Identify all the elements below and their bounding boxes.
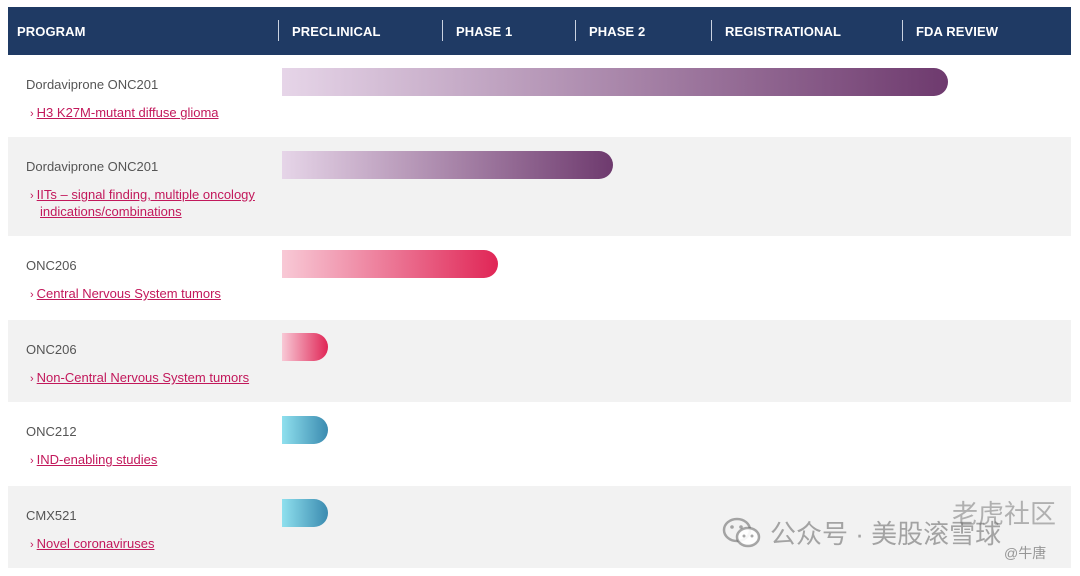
wechat-icon xyxy=(722,517,761,547)
pipeline-header: PROGRAM PRECLINICAL PHASE 1 PHASE 2 REGI… xyxy=(8,7,1071,55)
pipeline-row: ONC212 › IND-enabling studies xyxy=(8,402,1071,486)
watermark-secondary: 老虎社区 xyxy=(952,499,1057,529)
indication-link[interactable]: › IND-enabling studies xyxy=(30,452,158,467)
watermark-handle: @牛唐 xyxy=(1004,545,1047,561)
indication-link[interactable]: › Non-Central Nervous System tumors xyxy=(30,370,250,385)
pipeline-row: Dordaviprone ONC201 › H3 K27M-mutant diff… xyxy=(8,55,1071,137)
header-phase2: PHASE 2 xyxy=(589,23,646,39)
program-name: ONC212 xyxy=(26,424,77,439)
pipeline-row: Dordaviprone ONC201 › IITs – signal findi… xyxy=(8,137,1071,236)
chevron-right-icon: › xyxy=(30,539,34,551)
progress-bar xyxy=(282,250,498,278)
header-divider xyxy=(902,20,903,41)
pipeline-row: ONC206 › Non-Central Nervous System tumor… xyxy=(8,320,1071,402)
watermark: 公众号 · 美股滚雪球 xyxy=(722,514,1001,551)
header-fda-review: FDA REVIEW xyxy=(916,23,999,39)
chevron-right-icon: › xyxy=(30,190,34,202)
header-phase1: PHASE 1 xyxy=(456,23,513,39)
chevron-right-icon: › xyxy=(30,455,34,467)
chevron-right-icon: › xyxy=(30,373,34,385)
header-preclinical: PRECLINICAL xyxy=(292,23,381,39)
header-divider xyxy=(575,20,576,41)
progress-bar xyxy=(282,151,613,179)
progress-bar xyxy=(282,499,328,527)
header-divider xyxy=(711,20,712,41)
indication-link[interactable]: › H3 K27M-mutant diffuse glioma xyxy=(30,105,219,120)
program-name: ONC206 xyxy=(26,258,77,273)
program-name: Dordaviprone ONC201 xyxy=(26,159,159,174)
progress-bar xyxy=(282,68,948,96)
progress-bar xyxy=(282,416,328,444)
pipeline-row: ONC206 › Central Nervous System tumors xyxy=(8,236,1071,320)
indication-link[interactable]: › Central Nervous System tumors xyxy=(30,286,221,301)
watermark-text: 公众号 · 美股滚雪球 xyxy=(770,519,1002,549)
chevron-right-icon: › xyxy=(30,289,34,301)
pipeline-table: PROGRAM PRECLINICAL PHASE 1 PHASE 2 REGI… xyxy=(8,7,1071,568)
pipeline-row: CMX521 › Novel coronaviruses xyxy=(8,486,1071,568)
chevron-right-icon: › xyxy=(30,108,34,120)
program-name: ONC206 xyxy=(26,342,77,357)
header-divider xyxy=(442,20,443,41)
indication-link[interactable]: › Novel coronaviruses xyxy=(30,536,155,551)
progress-bar xyxy=(282,333,328,361)
indication-link[interactable]: › IITs – signal finding, multiple oncolog… xyxy=(30,187,255,219)
header-registrational: REGISTRATIONAL xyxy=(725,23,841,39)
program-name: Dordaviprone ONC201 xyxy=(26,77,159,92)
program-name: CMX521 xyxy=(26,508,77,523)
header-divider xyxy=(278,20,279,41)
header-program: PROGRAM xyxy=(17,23,86,39)
